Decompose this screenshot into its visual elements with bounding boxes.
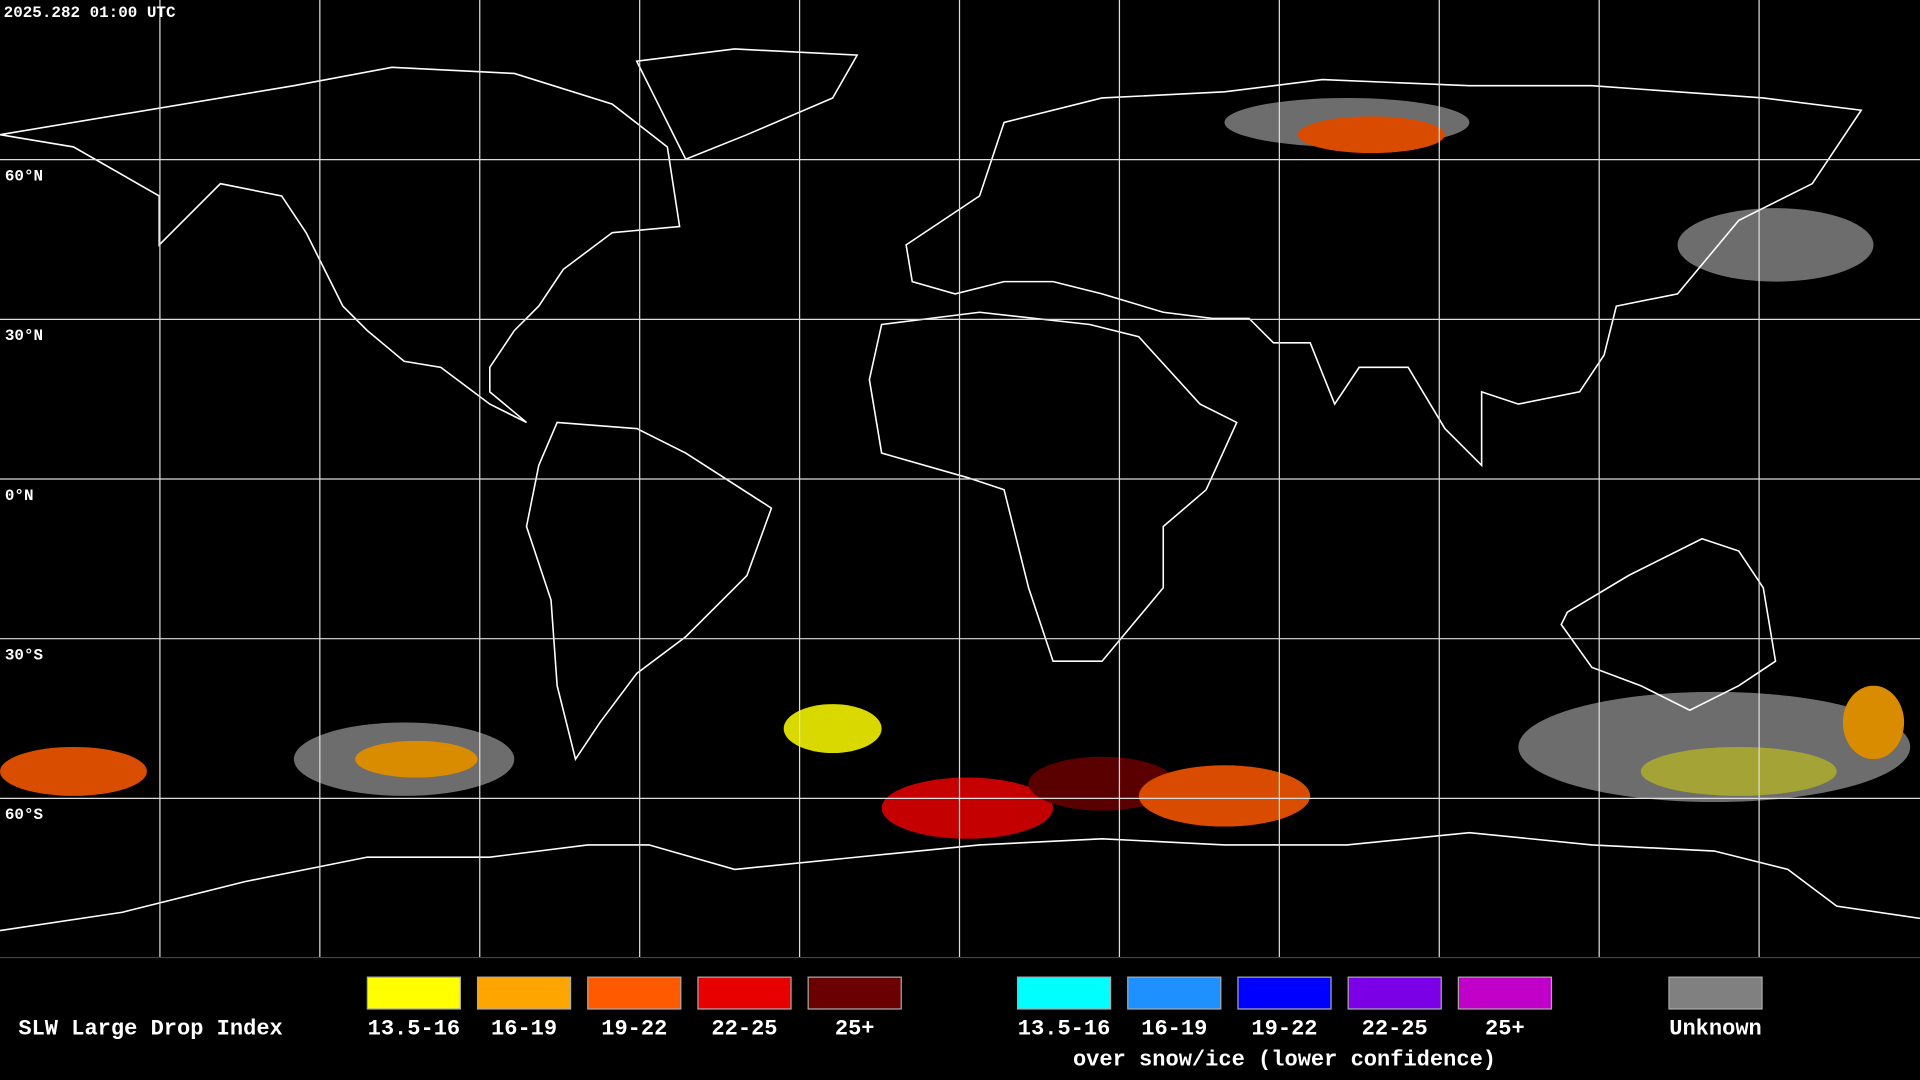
legend: 13.5-16 16-19 19-22 22-25 25+ 13.5-16 16-19 19-…	[366, 976, 1763, 1072]
legend-caption: over snow/ice (lower confidence)	[1073, 1047, 1496, 1072]
legend-swatch	[587, 976, 682, 1010]
latitude-label: 60°N	[5, 167, 43, 185]
drop-area	[1138, 765, 1311, 827]
legend-label: 13.5-16	[1018, 1017, 1111, 1042]
cloud-fields	[0, 97, 1911, 839]
legend-label: 22-25	[1362, 1017, 1428, 1042]
legend-label: 13.5-16	[368, 1017, 461, 1042]
timestamp: 2025.282 01:00 UTC	[4, 4, 176, 22]
drop-area	[1297, 116, 1445, 154]
unknown-area	[1677, 208, 1874, 282]
unknown-area	[1518, 691, 1911, 803]
latitude-label: 60°S	[5, 806, 44, 824]
drop-area	[881, 777, 1054, 839]
drop-area	[355, 740, 478, 778]
legend-swatch	[1347, 976, 1442, 1010]
australia	[1560, 537, 1777, 712]
drop-area	[1640, 746, 1837, 796]
legend-label: 19-22	[601, 1017, 667, 1042]
legend-swatch	[1457, 976, 1553, 1010]
legend-label: Unknown	[1669, 1017, 1762, 1042]
legend-label: 19-22	[1251, 1017, 1317, 1042]
legend-label: 16-19	[1141, 1017, 1207, 1042]
legend-label: 25+	[835, 1017, 875, 1042]
latitude-label: 0°N	[5, 487, 34, 505]
legend-swatch	[1127, 976, 1222, 1010]
legend-label: 16-19	[491, 1017, 557, 1042]
drop-area	[0, 746, 147, 796]
greenland	[635, 48, 859, 161]
legend-swatch	[1668, 976, 1763, 1010]
legend-swatch	[1016, 976, 1112, 1010]
legend-title: SLW Large Drop Index	[18, 1017, 282, 1042]
eurasia	[905, 78, 1863, 468]
legend-swatch	[807, 976, 902, 1010]
latitude-label: 30°N	[5, 327, 43, 345]
antarctica	[0, 831, 1920, 932]
legend-swatch	[476, 976, 572, 1010]
drop-area	[1028, 756, 1176, 811]
latitude-label: 30°S	[5, 647, 44, 665]
africa	[868, 311, 1238, 663]
legend-label: 25+	[1485, 1017, 1525, 1042]
drop-area	[1842, 685, 1905, 760]
legend-swatch	[697, 976, 792, 1010]
drop-area	[783, 704, 882, 754]
legend-swatch	[1237, 976, 1332, 1010]
legend-label: 22-25	[711, 1017, 777, 1042]
graticule: 60°N 30°N 0°N 30°S 60°S	[0, 0, 1920, 958]
south-america	[525, 421, 773, 762]
legend-swatch	[366, 976, 462, 1010]
